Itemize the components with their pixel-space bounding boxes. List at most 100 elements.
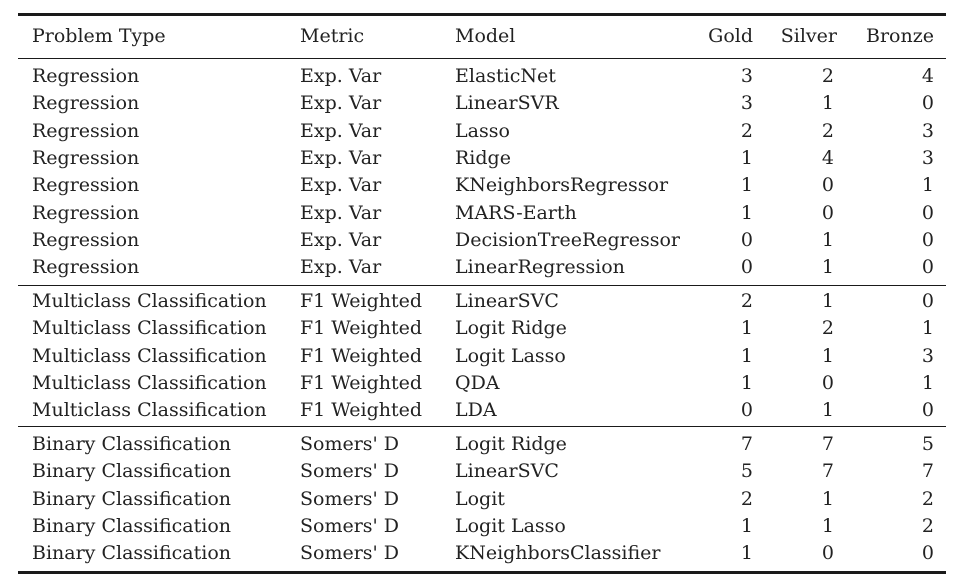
cell-model: KNeighborsRegressor <box>455 174 669 197</box>
header-metric: Metric <box>300 25 365 47</box>
cell-model: LinearRegression <box>455 256 625 279</box>
header-model: Model <box>455 25 516 47</box>
cell-bronze: 2 <box>921 487 934 510</box>
header-rule <box>18 58 946 59</box>
cell-problem-type: Regression <box>32 256 140 279</box>
cell-metric: Exp. Var <box>300 65 382 87</box>
cell-bronze: 0 <box>921 92 934 115</box>
cell-model: Logit Ridge <box>455 433 567 455</box>
table-row: Regression Exp. Var LinearRegression 0 1 0 <box>0 254 960 281</box>
cell-bronze: 1 <box>921 371 934 394</box>
cell-bronze: 0 <box>921 290 934 312</box>
cell-silver: 1 <box>821 514 834 537</box>
table-row: Regression Exp. Var Lasso 2 2 3 <box>0 118 960 145</box>
cell-model: MARS-Earth <box>455 201 577 224</box>
table-row: Regression Exp. Var DecisionTreeRegressor 0… <box>0 227 960 254</box>
cell-model: KNeighborsClassifier <box>455 542 661 565</box>
cell-silver: 4 <box>821 146 834 169</box>
cell-gold: 3 <box>740 65 753 87</box>
cell-metric: Exp. Var <box>300 174 382 197</box>
cell-gold: 2 <box>740 290 753 312</box>
table-row: Multiclass Classification F1 Weighted LDA 0… <box>0 397 960 424</box>
cell-metric: F1 Weighted <box>300 371 423 394</box>
group-rule-2 <box>18 426 946 427</box>
cell-gold: 7 <box>740 433 753 455</box>
cell-metric: Exp. Var <box>300 256 382 279</box>
cell-metric: Somers' D <box>300 460 400 483</box>
header-bronze: Bronze <box>866 25 934 47</box>
cell-problem-type: Regression <box>32 146 140 169</box>
cell-gold: 0 <box>740 256 753 279</box>
cell-gold: 0 <box>740 228 753 251</box>
cell-metric: F1 Weighted <box>300 317 423 340</box>
cell-bronze: 1 <box>921 317 934 340</box>
table-row: Binary Classification Somers' D LinearSVC 5… <box>0 458 960 485</box>
cell-metric: F1 Weighted <box>300 399 423 422</box>
cell-problem-type: Multiclass Classification <box>32 344 267 367</box>
cell-problem-type: Multiclass Classification <box>32 290 267 312</box>
table-row: Binary Classification Somers' D Logit Lass… <box>0 513 960 540</box>
cell-silver: 1 <box>821 256 834 279</box>
table-row: Multiclass Classification F1 Weighted QDA 1… <box>0 370 960 397</box>
cell-metric: Exp. Var <box>300 228 382 251</box>
table-row: Regression Exp. Var MARS-Earth 1 0 0 <box>0 200 960 227</box>
cell-problem-type: Regression <box>32 92 140 115</box>
cell-problem-type: Multiclass Classification <box>32 371 267 394</box>
cell-silver: 2 <box>821 317 834 340</box>
cell-gold: 0 <box>740 399 753 422</box>
cell-silver: 0 <box>821 174 834 197</box>
cell-silver: 0 <box>821 201 834 224</box>
cell-model: Logit <box>455 487 505 510</box>
cell-model: LinearSVC <box>455 290 559 312</box>
cell-model: LinearSVR <box>455 92 559 115</box>
cell-gold: 1 <box>740 371 753 394</box>
cell-model: LinearSVC <box>455 460 559 483</box>
cell-problem-type: Binary Classification <box>32 460 232 483</box>
cell-gold: 1 <box>740 201 753 224</box>
cell-silver: 2 <box>821 119 834 142</box>
cell-bronze: 1 <box>921 174 934 197</box>
cell-bronze: 4 <box>921 65 934 87</box>
cell-silver: 7 <box>821 433 834 455</box>
cell-gold: 2 <box>740 487 753 510</box>
cell-gold: 1 <box>740 542 753 565</box>
cell-silver: 7 <box>821 460 834 483</box>
table-row: Multiclass Classification F1 Weighted Logi… <box>0 315 960 342</box>
cell-metric: Exp. Var <box>300 146 382 169</box>
cell-problem-type: Regression <box>32 201 140 224</box>
cell-silver: 1 <box>821 344 834 367</box>
cell-model: DecisionTreeRegressor <box>455 228 681 251</box>
cell-silver: 1 <box>821 399 834 422</box>
table-row: Multiclass Classification F1 Weighted Line… <box>0 288 960 315</box>
table-row: Regression Exp. Var LinearSVR 3 1 0 <box>0 90 960 117</box>
cell-bronze: 3 <box>921 146 934 169</box>
table-row: Binary Classification Somers' D Logit Ridg… <box>0 431 960 458</box>
cell-gold: 1 <box>740 174 753 197</box>
cell-silver: 0 <box>821 371 834 394</box>
cell-model: Logit Lasso <box>455 344 566 367</box>
table-row: Binary Classification Somers' D Logit 2 1 2 <box>0 486 960 513</box>
cell-bronze: 3 <box>921 119 934 142</box>
cell-silver: 0 <box>821 542 834 565</box>
cell-problem-type: Binary Classification <box>32 514 232 537</box>
cell-model: ElasticNet <box>455 65 556 87</box>
cell-gold: 1 <box>740 146 753 169</box>
cell-metric: F1 Weighted <box>300 290 423 312</box>
table-row: Regression Exp. Var ElasticNet 3 2 4 <box>0 63 960 90</box>
cell-bronze: 7 <box>921 460 934 483</box>
cell-silver: 2 <box>821 65 834 87</box>
cell-bronze: 0 <box>921 399 934 422</box>
cell-problem-type: Multiclass Classification <box>32 317 267 340</box>
cell-problem-type: Binary Classification <box>32 487 232 510</box>
cell-metric: Somers' D <box>300 433 400 455</box>
cell-silver: 1 <box>821 487 834 510</box>
cell-model: Lasso <box>455 119 510 142</box>
cell-gold: 1 <box>740 514 753 537</box>
cell-model: LDA <box>455 399 497 422</box>
cell-metric: Somers' D <box>300 542 400 565</box>
table-row: Regression Exp. Var Ridge 1 4 3 <box>0 145 960 172</box>
table-row: Binary Classification Somers' D KNeighbors… <box>0 540 960 567</box>
header-gold: Gold <box>708 25 753 47</box>
cell-silver: 1 <box>821 92 834 115</box>
